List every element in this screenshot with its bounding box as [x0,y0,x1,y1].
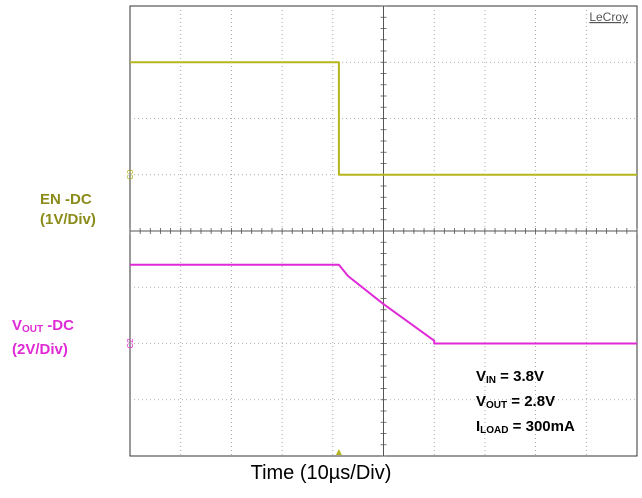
en-trace-scale: (1V/Div) [40,211,96,228]
en-trace-label: EN -DC (1V/Div) [40,190,96,230]
en-trace-name: EN -DC [40,191,92,208]
traces: C3 C2 [126,61,637,349]
x-axis-label: Time (10µs/Div) [250,462,392,484]
param-iload: ILOAD = 300mA [476,418,575,436]
vout-trace-scale: (2V/Div) [12,341,68,358]
param-vin: VIN = 3.8V [476,368,544,386]
trigger-marker [335,449,342,455]
trace-en [130,61,637,176]
trace-vout [130,263,637,345]
param-vout: VOUT = 2.8V [476,393,556,411]
test-conditions: VIN = 3.8V VOUT = 2.8V ILOAD = 300mA [476,366,575,441]
vout-trace-label: VOUT -DC (2V/Div) [12,316,74,360]
vout-trace-name: VOUT -DC [12,317,74,335]
channel-marker-c3: C3 [126,169,135,180]
channel-marker-c2: C2 [126,338,135,349]
brand-logo: LeCroy [589,10,628,24]
